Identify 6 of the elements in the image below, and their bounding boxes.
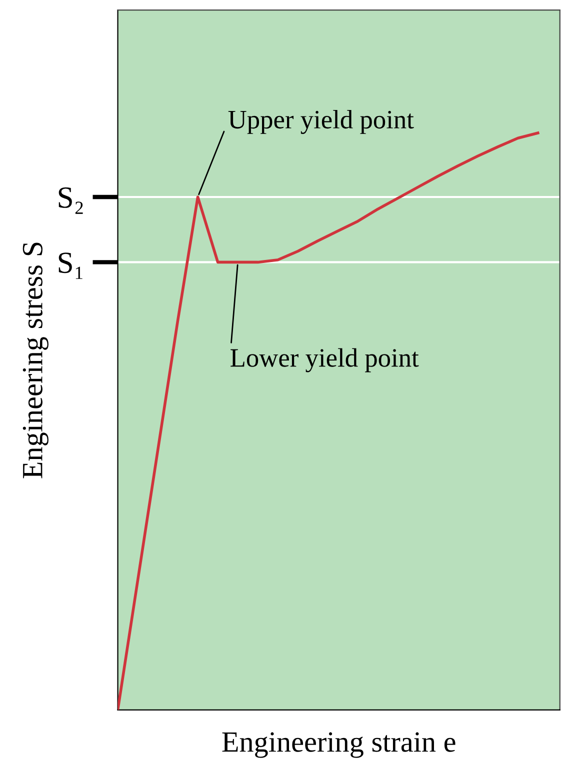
annotation: Lower yield point: [230, 348, 419, 372]
y-axis-title: Engineering stress S: [22, 242, 48, 478]
annotation: Upper yield point: [228, 110, 414, 134]
x-axis-title: Engineering strain e: [222, 732, 456, 758]
ref-line-label: S₁: [58, 252, 82, 279]
ref-line-label: S₂: [58, 187, 83, 214]
